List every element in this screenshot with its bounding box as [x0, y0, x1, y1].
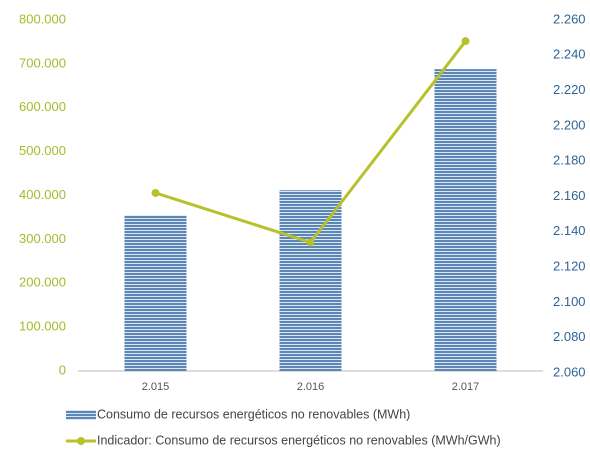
line-marker — [151, 188, 160, 197]
legend-swatch — [66, 410, 96, 420]
y-tick-label: 200.000 — [19, 275, 66, 290]
y2-tick-label: 2.180 — [553, 153, 586, 168]
line-marker — [306, 238, 315, 247]
y-tick-label: 300.000 — [19, 231, 66, 246]
legend-marker — [77, 437, 85, 445]
y2-tick-label: 2.100 — [553, 294, 586, 309]
bar — [124, 215, 187, 371]
y2-tick-label: 2.260 — [553, 11, 586, 26]
y2-tick-label: 2.220 — [553, 82, 586, 97]
y2-tick-label: 2.080 — [553, 329, 586, 344]
y2-tick-label: 2.120 — [553, 259, 586, 274]
x-tick-label: 2.017 — [452, 381, 480, 393]
y-tick-label: 600.000 — [19, 99, 66, 114]
y-tick-label: 700.000 — [19, 55, 66, 70]
y-tick-label: 800.000 — [19, 11, 66, 26]
y2-tick-label: 2.160 — [553, 188, 586, 203]
x-tick-label: 2.016 — [297, 381, 325, 393]
y-tick-label: 100.000 — [19, 319, 66, 334]
line-marker — [461, 37, 470, 46]
y2-tick-label: 2.140 — [553, 223, 586, 238]
x-tick-label: 2.015 — [142, 381, 170, 393]
y-tick-label: 500.000 — [19, 143, 66, 158]
legend-label: Indicador: Consumo de recursos energétic… — [97, 433, 501, 447]
y2-tick-label: 2.200 — [553, 117, 586, 132]
y-tick-label: 400.000 — [19, 187, 66, 202]
y2-tick-label: 2.060 — [553, 364, 586, 379]
y-tick-label: 0 — [59, 362, 66, 377]
bar — [434, 69, 497, 371]
y2-tick-label: 2.240 — [553, 47, 586, 62]
legend-label: Consumo de recursos energéticos no renov… — [97, 407, 410, 421]
bar — [279, 190, 342, 371]
